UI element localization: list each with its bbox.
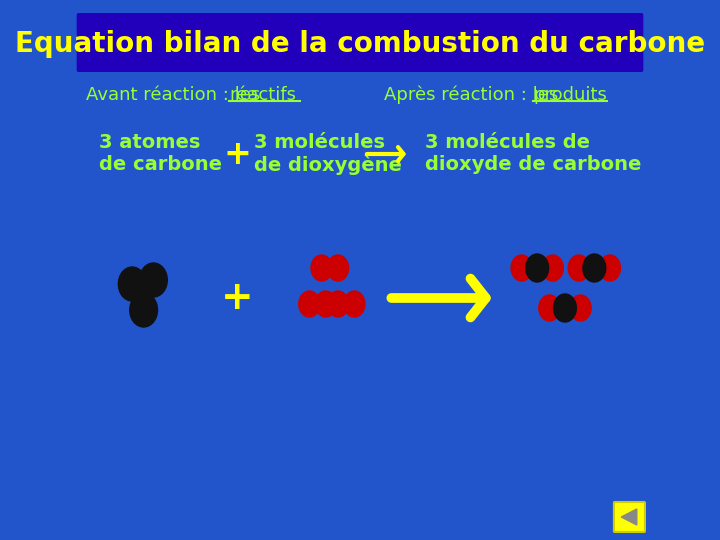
Text: Equation bilan de la combustion du carbone: Equation bilan de la combustion du carbo… <box>15 30 705 58</box>
Circle shape <box>554 294 577 322</box>
Circle shape <box>583 254 606 282</box>
Text: produits: produits <box>533 86 607 104</box>
Text: 3 molécules de: 3 molécules de <box>426 133 590 152</box>
FancyBboxPatch shape <box>614 502 645 532</box>
Circle shape <box>130 293 158 327</box>
Circle shape <box>511 255 532 281</box>
Circle shape <box>328 255 348 281</box>
Circle shape <box>599 255 621 281</box>
Text: de carbone: de carbone <box>99 156 222 174</box>
Circle shape <box>311 255 332 281</box>
Circle shape <box>542 255 563 281</box>
Circle shape <box>343 291 365 317</box>
Polygon shape <box>621 509 636 525</box>
FancyBboxPatch shape <box>76 13 644 72</box>
Circle shape <box>570 295 591 321</box>
Text: +: + <box>224 138 251 171</box>
Circle shape <box>140 263 167 297</box>
Text: de dioxygène: de dioxygène <box>254 155 402 175</box>
Text: réactifs: réactifs <box>230 86 297 104</box>
Circle shape <box>328 291 348 317</box>
Text: dioxyde de carbone: dioxyde de carbone <box>426 156 642 174</box>
Circle shape <box>526 254 549 282</box>
Text: 3 atomes: 3 atomes <box>99 133 200 152</box>
Text: +: + <box>221 279 254 317</box>
Text: Avant réaction : les: Avant réaction : les <box>86 86 266 104</box>
Circle shape <box>315 291 336 317</box>
Circle shape <box>118 267 146 301</box>
Circle shape <box>299 291 320 317</box>
Text: 3 molécules: 3 molécules <box>254 133 385 152</box>
Circle shape <box>568 255 590 281</box>
Circle shape <box>539 295 560 321</box>
Text: Après réaction : les: Après réaction : les <box>384 86 564 104</box>
